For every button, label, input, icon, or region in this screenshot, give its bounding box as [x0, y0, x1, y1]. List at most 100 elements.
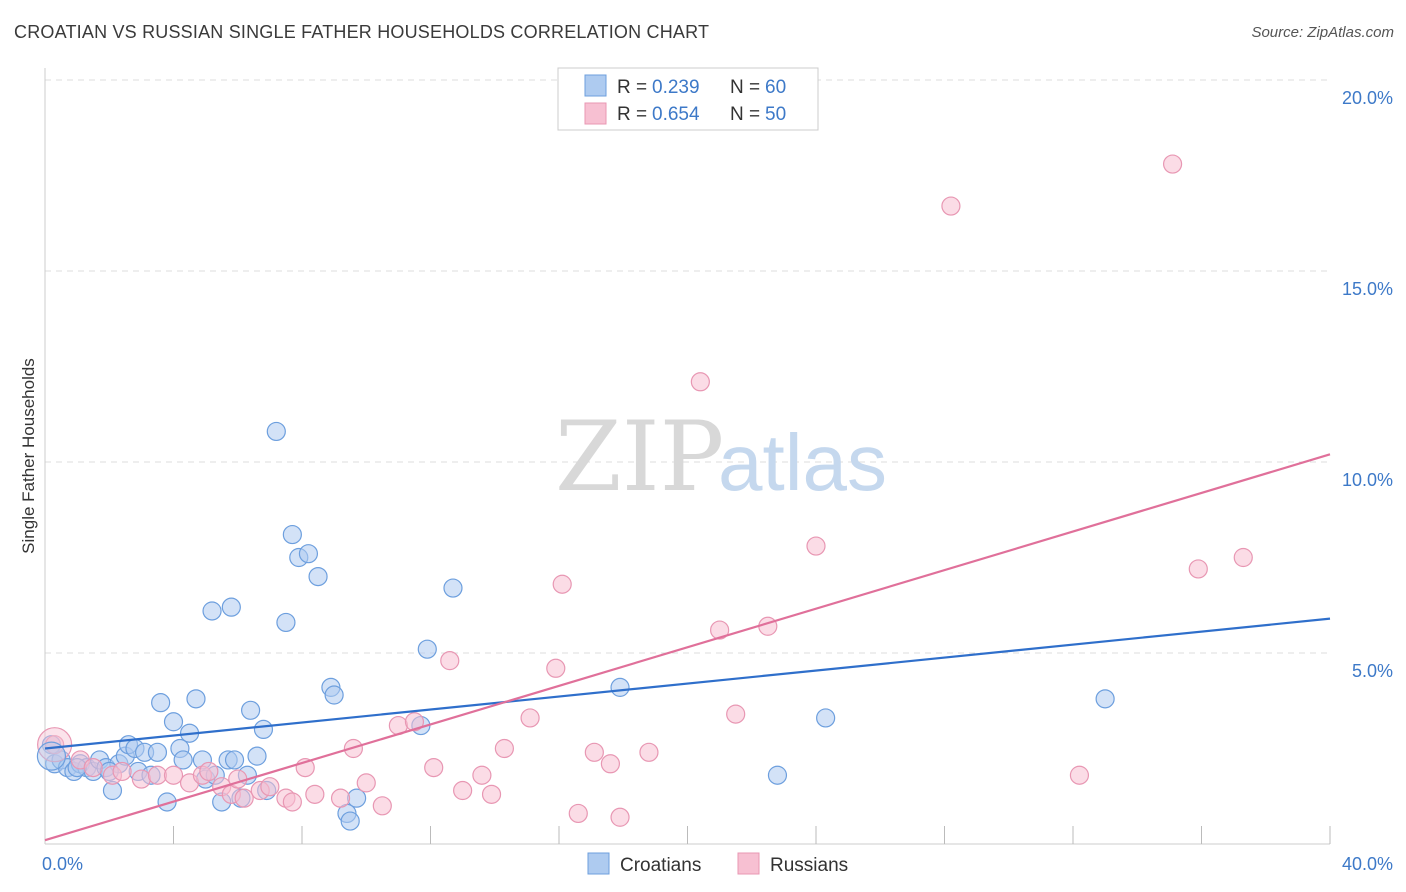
point-croatians	[767, 765, 788, 785]
point-russians	[472, 765, 492, 785]
point-russians	[1162, 154, 1183, 174]
point-russians	[584, 742, 604, 762]
point-russians	[481, 784, 502, 804]
point-russians	[282, 792, 302, 812]
axes: 5.0% 10.0% 15.0% 20.0% 0.0% 40.0% Single Fathe…	[19, 68, 1393, 874]
point-croatians	[340, 811, 360, 831]
point-croatians	[241, 700, 261, 720]
legend-n-label-russians: N =	[730, 104, 760, 125]
chart-source: Source: ZipAtlas.com	[1251, 24, 1394, 41]
point-russians	[199, 761, 219, 782]
point-croatians	[221, 597, 241, 617]
legend: R = 0.239 N = 60 R = 0.654 N = 50	[557, 67, 819, 131]
point-croatians	[163, 712, 184, 732]
point-croatians	[147, 742, 168, 762]
point-croatians	[308, 566, 328, 587]
point-russians	[941, 196, 961, 216]
point-russians	[112, 761, 132, 782]
bottom-legend-swatch-russians	[737, 852, 760, 875]
point-russians	[234, 788, 254, 808]
point-croatians	[202, 601, 222, 621]
point-russians	[228, 769, 248, 789]
trend-line-russians	[44, 453, 1331, 842]
point-russians	[610, 807, 630, 827]
y-tick-label: 5.0%	[1352, 661, 1393, 681]
point-russians	[600, 754, 621, 774]
point-russians	[356, 773, 376, 793]
watermark-atlas: atlas	[718, 418, 887, 507]
y-axis-title: Single Father Households	[19, 358, 38, 554]
point-croatians	[247, 746, 267, 766]
point-russians	[710, 620, 730, 640]
grid-lines	[45, 79, 1330, 654]
point-russians	[45, 735, 65, 755]
point-russians	[726, 704, 746, 724]
point-croatians	[443, 578, 463, 598]
chart-title: CROATIAN VS RUSSIAN SINGLE FATHER HOUSEH…	[14, 22, 710, 42]
data-points	[36, 154, 1253, 831]
point-russians	[806, 536, 826, 556]
point-croatians	[298, 544, 319, 564]
x-tick-label: 40.0%	[1342, 854, 1393, 874]
legend-r-label-croatians: R =	[617, 77, 647, 98]
point-croatians	[157, 792, 177, 812]
point-croatians	[276, 612, 296, 633]
point-russians	[758, 616, 778, 636]
point-russians	[639, 742, 659, 762]
point-croatians	[151, 693, 171, 713]
trend-line-croatians	[44, 617, 1331, 750]
point-croatians-cluster	[36, 741, 67, 771]
point-croatians	[173, 750, 193, 770]
bottom-legend-label-croatians: Croatians	[620, 855, 701, 876]
point-croatians	[816, 708, 836, 728]
legend-n-value-russians: 50	[765, 104, 786, 125]
point-russians	[424, 757, 444, 778]
legend-r-value-russians: 0.654	[652, 104, 700, 125]
bottom-legend-swatch-croatians	[587, 852, 610, 875]
point-croatians	[224, 750, 245, 770]
y-tick-label: 10.0%	[1342, 470, 1393, 490]
point-russians	[440, 651, 460, 671]
legend-n-label-croatians: N =	[730, 77, 760, 98]
point-russians	[690, 372, 710, 392]
bottom-legend: Croatians Russians	[587, 852, 848, 876]
legend-swatch-russians	[584, 102, 607, 125]
point-croatians	[324, 685, 344, 705]
point-russians	[163, 765, 184, 785]
point-croatians	[282, 524, 302, 545]
point-croatians	[253, 719, 274, 740]
point-russians	[305, 784, 325, 804]
point-russians	[1188, 559, 1208, 579]
point-russians	[260, 777, 280, 797]
y-tick-label: 20.0%	[1342, 88, 1393, 108]
point-russians	[546, 658, 566, 678]
point-russians	[83, 757, 103, 778]
legend-r-label-russians: R =	[617, 104, 647, 125]
legend-swatch-croatians	[584, 74, 607, 97]
trend-lines	[44, 453, 1331, 842]
point-russians	[147, 765, 168, 785]
watermark: ZIP atlas	[555, 401, 887, 513]
point-russians	[1233, 547, 1253, 568]
y-tick-label: 15.0%	[1342, 279, 1393, 299]
legend-n-value-croatians: 60	[765, 77, 786, 98]
point-russians	[453, 780, 473, 801]
point-croatians	[266, 421, 286, 442]
point-croatians	[1095, 689, 1115, 709]
point-russians	[330, 788, 351, 808]
point-croatians	[186, 689, 206, 709]
point-russians	[131, 769, 151, 789]
point-russians	[1069, 765, 1090, 785]
point-croatians	[417, 639, 437, 659]
point-russians	[568, 803, 588, 824]
point-russians-cluster	[37, 727, 73, 763]
point-russians	[372, 796, 392, 816]
bottom-legend-label-russians: Russians	[770, 855, 848, 876]
point-russians	[494, 738, 514, 759]
watermark-zip: ZIP	[555, 401, 724, 513]
point-russians	[520, 708, 540, 728]
legend-r-value-croatians: 0.239	[652, 77, 700, 98]
point-russians	[552, 574, 572, 594]
point-croatians	[610, 677, 630, 697]
